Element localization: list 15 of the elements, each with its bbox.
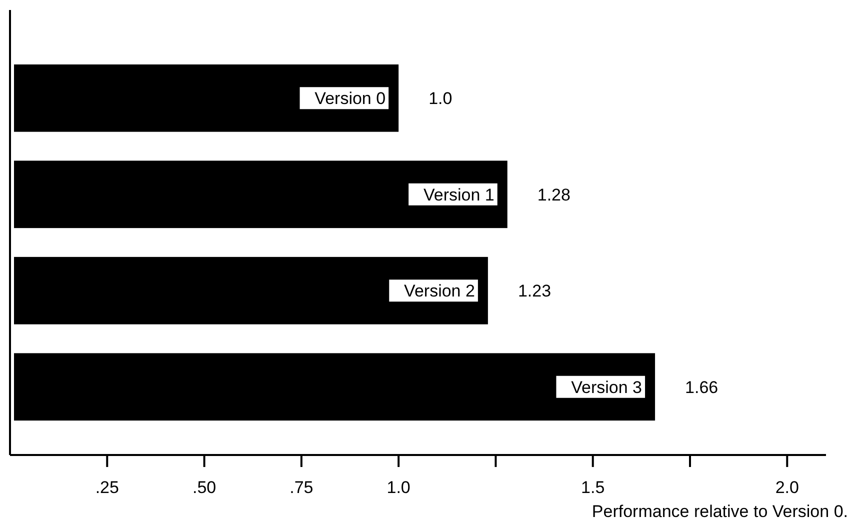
y-tick-label: Version 2 — [404, 282, 475, 301]
y-tick-label: Version 0 — [314, 89, 386, 108]
x-tick-label: .50 — [192, 478, 216, 498]
data-label: 1.28 — [537, 185, 570, 204]
data-label: 1.0 — [428, 89, 452, 108]
x-tick-label: 2.0 — [775, 478, 799, 498]
x-axis-title: Performance relative to Version 0. — [592, 502, 848, 521]
y-tick-label: Version 1 — [423, 185, 494, 204]
x-tick-label: .25 — [95, 478, 119, 498]
y-tick-label: Version 3 — [571, 378, 642, 397]
x-tick-label: .75 — [290, 478, 314, 498]
data-label: 1.66 — [685, 378, 718, 397]
data-label: 1.23 — [518, 282, 552, 301]
x-tick-label: 1.0 — [386, 478, 410, 498]
x-tick-label: 1.5 — [581, 478, 605, 498]
